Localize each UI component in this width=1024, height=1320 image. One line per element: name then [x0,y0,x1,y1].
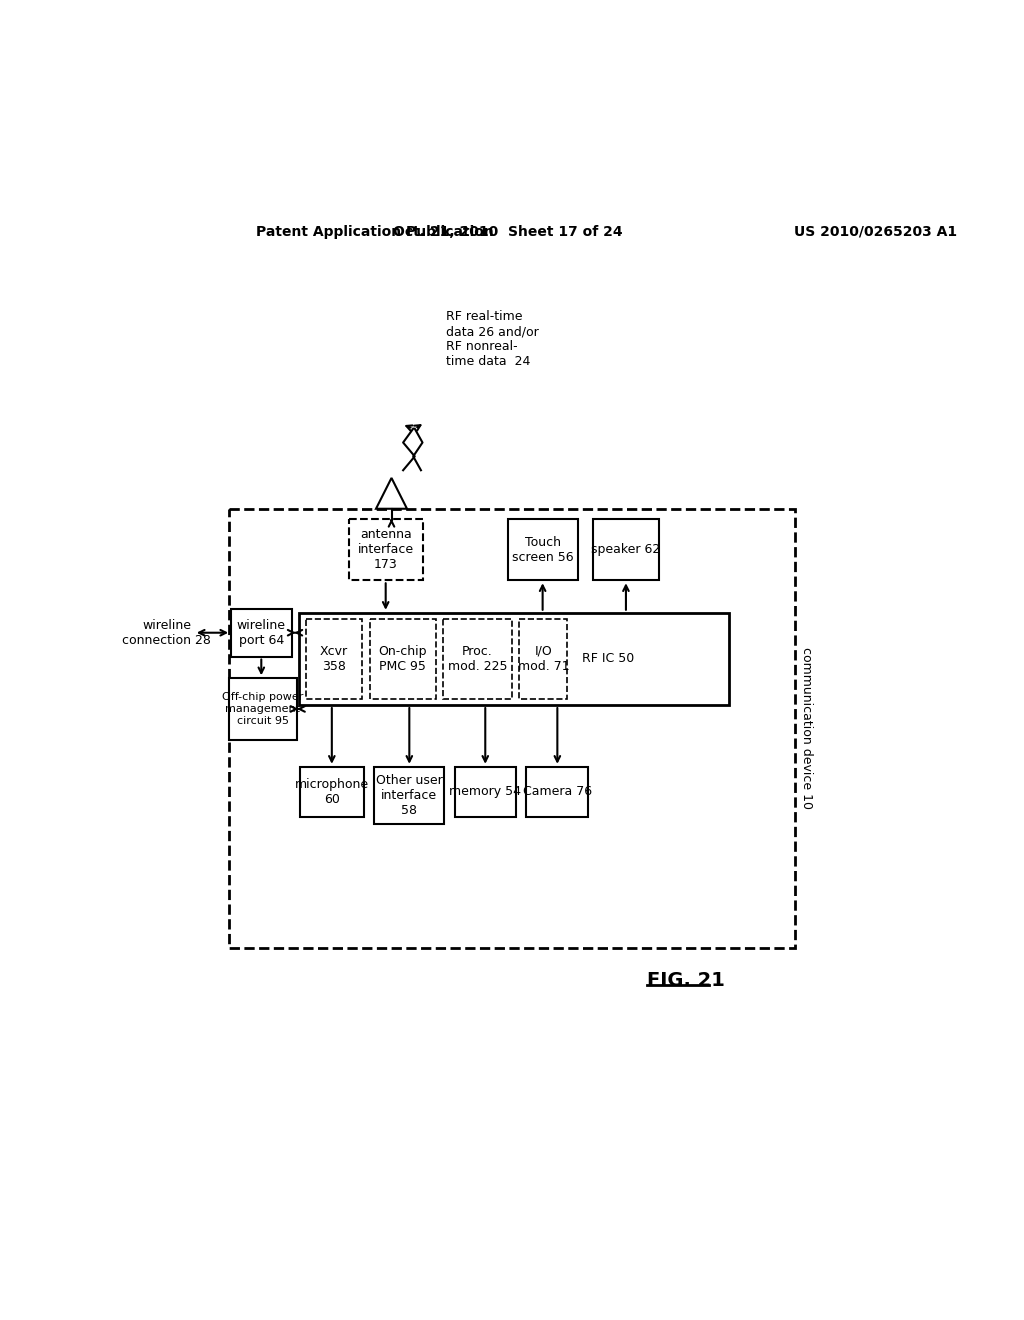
Text: Oct. 21, 2010  Sheet 17 of 24: Oct. 21, 2010 Sheet 17 of 24 [393,224,623,239]
Bar [349,519,423,581]
Text: FIG. 21: FIG. 21 [647,970,725,990]
Text: Camera 76: Camera 76 [523,785,592,799]
Text: wireline
port 64: wireline port 64 [237,619,286,647]
Text: Patent Application Publication: Patent Application Publication [256,224,494,239]
Bar [300,767,364,817]
Bar [508,519,578,581]
Text: speaker 62: speaker 62 [591,543,660,556]
Bar [443,619,512,700]
Text: Xcvr
358: Xcvr 358 [321,645,348,673]
Bar [306,619,362,700]
Text: Other user
interface
58: Other user interface 58 [376,774,442,817]
Bar [231,609,292,656]
Bar [519,619,567,700]
Text: RF real-time
data 26 and/or
RF nonreal-
time data  24: RF real-time data 26 and/or RF nonreal- … [445,310,539,368]
Text: antenna
interface
173: antenna interface 173 [357,528,414,572]
Text: On-chip
PMC 95: On-chip PMC 95 [379,645,427,673]
Text: Touch
screen 56: Touch screen 56 [512,536,573,564]
Bar [299,612,729,705]
Bar [370,619,435,700]
Text: I/O
mod. 71: I/O mod. 71 [517,645,569,673]
Text: RF IC 50: RF IC 50 [583,652,635,665]
Bar [228,678,297,739]
Text: US 2010/0265203 A1: US 2010/0265203 A1 [795,224,957,239]
Text: Off-chip power
management
circuit 95: Off-chip power management circuit 95 [222,693,303,726]
Bar [455,767,515,817]
Text: wireline
connection 28: wireline connection 28 [122,619,211,647]
Bar [526,767,589,817]
Text: microphone
60: microphone 60 [295,777,369,805]
Text: memory 54: memory 54 [450,785,521,799]
Text: Proc.
mod. 225: Proc. mod. 225 [447,645,507,673]
Text: communication device 10: communication device 10 [800,647,813,809]
Bar [375,767,444,825]
Bar [593,519,658,581]
Bar [228,508,795,948]
